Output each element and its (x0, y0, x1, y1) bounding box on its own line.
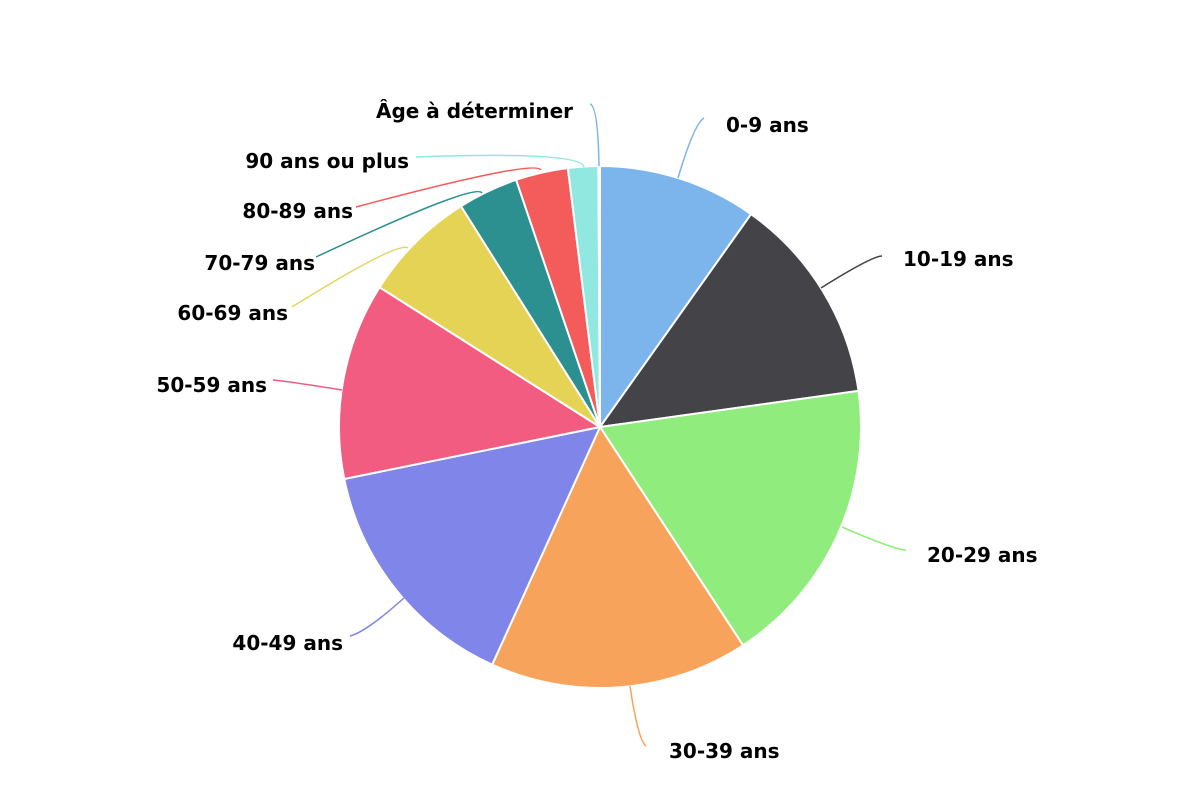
slice-connector-line (677, 117, 705, 179)
slice-label: 0-9 ans (726, 113, 809, 137)
labels-layer: 0-9 ans 10-19 ans 20-29 ans 30-39 ans 40-49 … (156, 99, 1037, 763)
slice-label: 30-39 ans (669, 739, 780, 763)
connectors-layer (272, 103, 907, 747)
slice-label: Âge à déterminer (376, 99, 573, 123)
pie-slice (343, 425, 602, 667)
pie-slice (338, 285, 603, 481)
pie-slice (597, 212, 860, 429)
slice-label: 80-89 ans (242, 199, 353, 223)
slice-connector-line (841, 526, 907, 551)
slice-label: 40-49 ans (232, 631, 343, 655)
slice-label: 10-19 ans (903, 247, 1014, 271)
slice-label: 60-69 ans (177, 301, 288, 325)
slice-connector-line (629, 685, 647, 747)
slice-connector-line (272, 379, 343, 391)
pie-slice (598, 389, 862, 647)
slice-connector-line (589, 103, 600, 167)
slice-connector-line (315, 190, 483, 258)
pie-slice (599, 164, 753, 431)
slice-connector-line (820, 255, 883, 289)
slice-connector-line (291, 246, 409, 308)
slice-connector-line (349, 597, 405, 637)
slice-label: 90 ans ou plus (245, 149, 409, 173)
pie-slice (378, 204, 601, 428)
slice-connector-line (415, 154, 585, 168)
slice-label: 20-29 ans (927, 543, 1038, 567)
slice-connector-line (355, 167, 542, 208)
slice-label: 50-59 ans (156, 373, 267, 397)
slice-label: 70-79 ans (204, 251, 315, 275)
pie-slice (490, 424, 745, 689)
slices-layer (338, 164, 862, 689)
